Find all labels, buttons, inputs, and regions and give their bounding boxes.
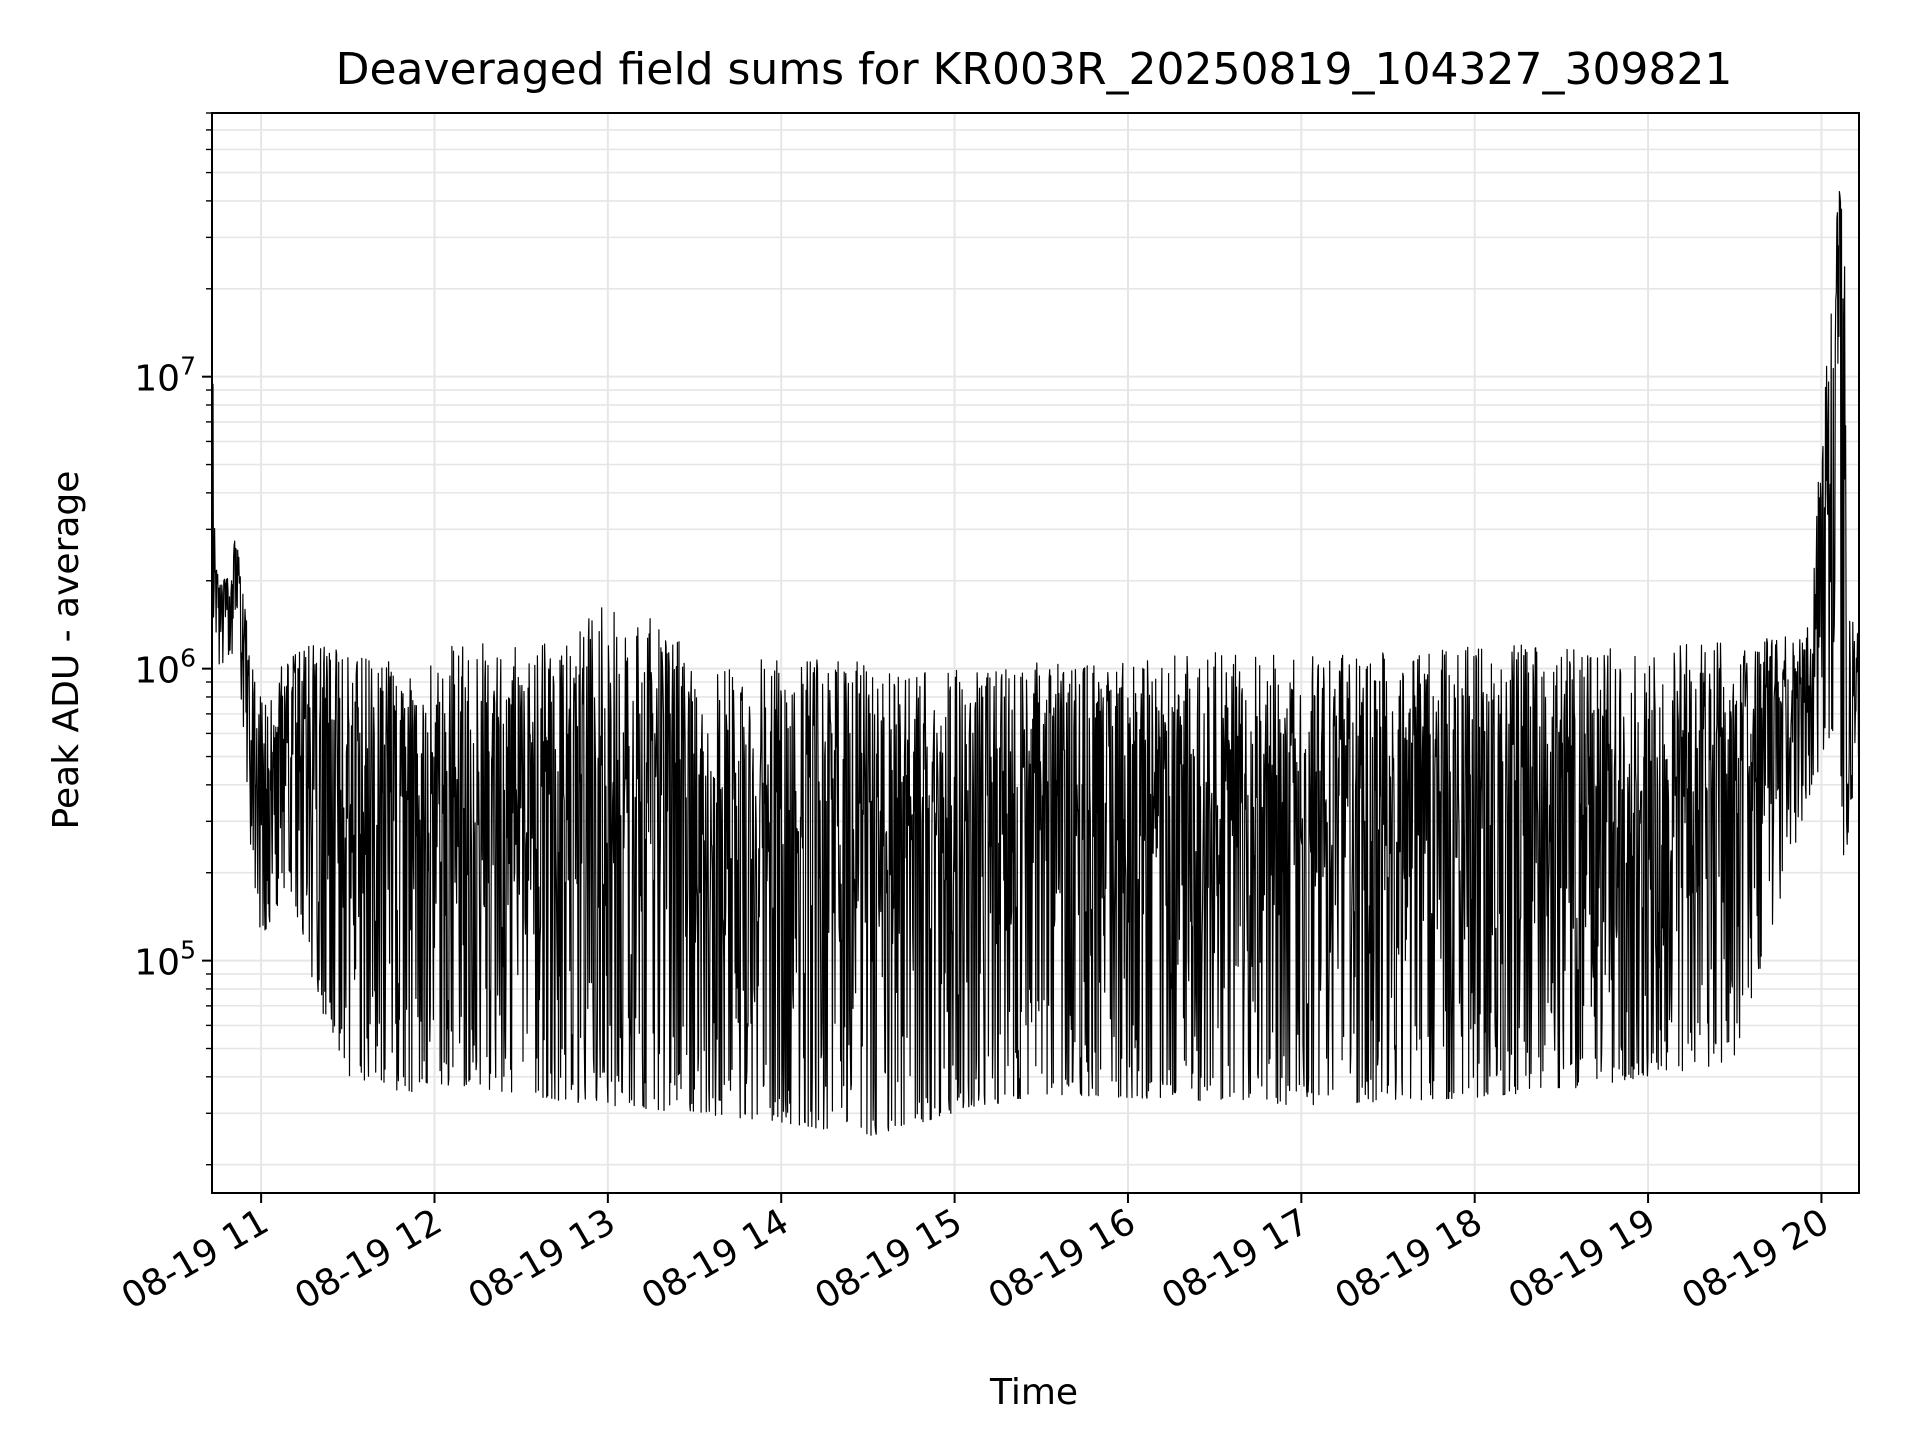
y-tick-label: 107 [134, 352, 196, 400]
plot-frame [211, 112, 1860, 1194]
series-line [211, 191, 1860, 1136]
y-tick-label-exponent: 5 [180, 936, 196, 965]
x-axis-label: Time [989, 1372, 1078, 1413]
y-axis-label: Peak ADU - average [46, 471, 87, 830]
data-series [211, 191, 1860, 1136]
y-tick-label-exponent: 7 [180, 352, 196, 381]
y-tick-label-exponent: 6 [180, 644, 196, 673]
y-tick-label: 105 [134, 936, 196, 984]
chart-title: Deaveraged field sums for KR003R_2025081… [336, 44, 1733, 95]
y-tick-label-base: 10 [134, 359, 180, 400]
y-tick-label-base: 10 [134, 943, 180, 984]
y-tick-label-base: 10 [134, 651, 180, 692]
y-tick-label: 106 [134, 644, 196, 692]
